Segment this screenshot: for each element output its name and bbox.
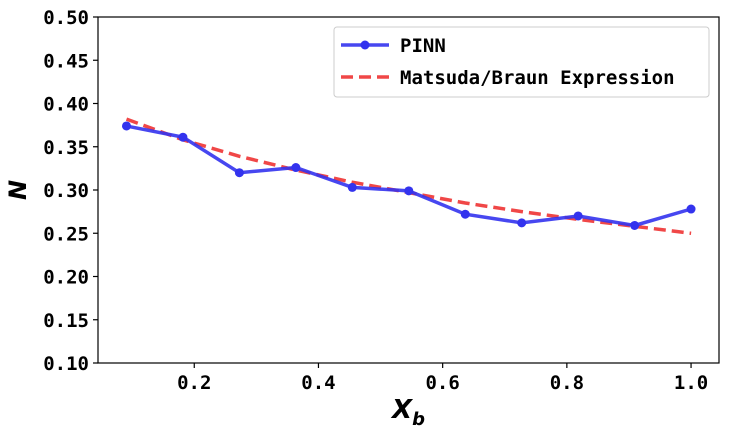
x-tick-label: 0.4 xyxy=(301,372,335,394)
legend-marker-pinn xyxy=(360,40,370,50)
legend-box xyxy=(333,26,710,98)
legend-entry-pinn: PINN xyxy=(341,35,446,57)
x-axis-title: Xb xyxy=(390,395,425,430)
data-point-pinn xyxy=(234,168,244,178)
data-point-pinn xyxy=(630,220,640,230)
y-axis-title: N xyxy=(4,180,32,200)
data-point-pinn xyxy=(404,186,414,196)
legend-entry-matsuda-braun: Matsuda/Braun Expression xyxy=(341,67,675,89)
x-tick-label: 0.8 xyxy=(550,372,584,394)
data-point-pinn xyxy=(460,209,470,219)
y-tick-label: 0.45 xyxy=(43,50,89,72)
series-line-pinn xyxy=(126,124,692,228)
data-point-pinn xyxy=(686,204,696,214)
x-tick-label: 1.0 xyxy=(674,372,708,394)
data-point-pinn xyxy=(122,121,132,131)
data-point-pinn xyxy=(573,211,583,221)
series-line-matsuda-braun xyxy=(125,117,692,236)
data-point-pinn xyxy=(517,218,527,228)
y-tick-label: 0.30 xyxy=(43,180,89,202)
x-axis-title-main: X xyxy=(390,395,414,425)
y-tick-label: 0.35 xyxy=(43,137,89,159)
y-tick-label: 0.50 xyxy=(43,7,89,29)
legend: PINN Matsuda/Braun Expression xyxy=(333,26,710,98)
y-tick-label: 0.40 xyxy=(43,94,89,116)
data-point-pinn xyxy=(347,182,357,192)
data-point-pinn xyxy=(178,132,188,142)
y-tick-label: 0.20 xyxy=(43,267,89,289)
x-tick-label: 0.6 xyxy=(425,372,459,394)
axis-ticks: 0.2 0.4 0.6 0.8 1.0 0.10 0.15 0.20 0.25 0.30 0.35 0… xyxy=(43,7,708,394)
y-tick-label: 0.10 xyxy=(43,353,89,375)
data-point-pinn xyxy=(291,163,301,173)
x-axis-title-subscript: b xyxy=(412,409,425,430)
y-tick-label: 0.25 xyxy=(43,223,89,245)
legend-label-matsuda-braun: Matsuda/Braun Expression xyxy=(400,67,675,89)
y-tick-label: 0.15 xyxy=(43,310,89,332)
x-tick-label: 0.2 xyxy=(177,372,211,394)
plot-marks xyxy=(122,117,696,236)
legend-label-pinn: PINN xyxy=(400,35,446,57)
